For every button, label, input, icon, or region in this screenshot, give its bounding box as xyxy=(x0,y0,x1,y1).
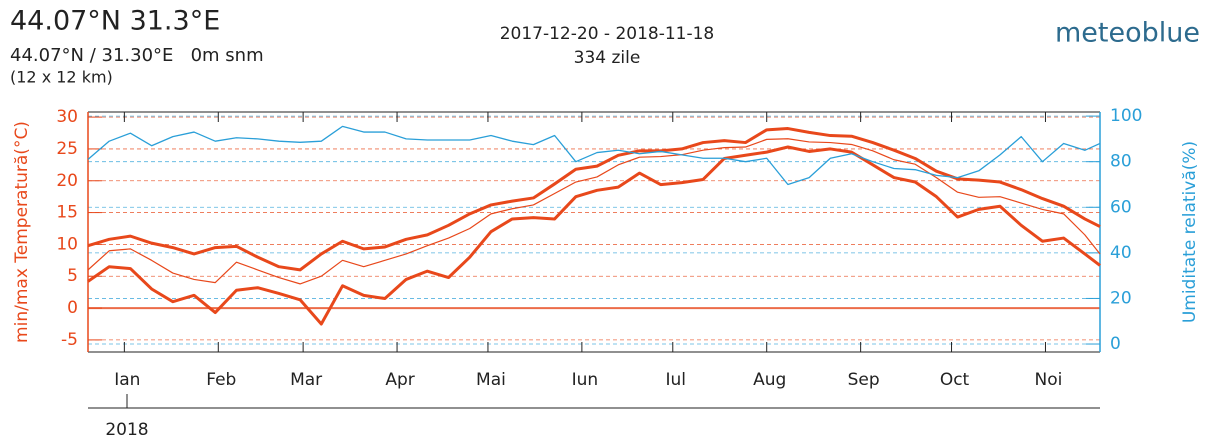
y-tick-label: 10 xyxy=(56,234,78,254)
x-tick-label: Iul xyxy=(666,370,687,390)
y-tick-label: 0 xyxy=(67,298,78,318)
chart-title: 44.07°N 31.3°E xyxy=(10,6,220,37)
y2-tick-label: 20 xyxy=(1110,288,1132,308)
x-tick-label: Feb xyxy=(206,370,236,390)
y-axis-label: min/max Temperatură(°C) xyxy=(12,121,32,343)
series-line xyxy=(87,138,1101,285)
y-tick-label: 30 xyxy=(56,107,78,127)
series-line xyxy=(87,145,1101,326)
y2-tick-label: 100 xyxy=(1110,106,1142,126)
subtitle: 44.07°N / 31.30°E 0m snm xyxy=(10,45,264,66)
x-tick-label: Sep xyxy=(848,370,880,390)
x-tick-label: Apr xyxy=(385,370,414,390)
y2-tick-label: 80 xyxy=(1110,152,1132,172)
date-range: 2017-12-20 - 2018-11-18 xyxy=(500,24,715,44)
y-tick-label: 25 xyxy=(56,139,78,159)
y2-tick-label: 0 xyxy=(1110,334,1121,354)
x-tick-label: Mar xyxy=(290,370,322,390)
series-line xyxy=(87,125,1101,186)
y-tick-label: 15 xyxy=(56,203,78,223)
x-tick-label: Mai xyxy=(476,370,506,390)
y2-axis-label: Umiditate relativă(%) xyxy=(1180,141,1200,323)
x-tick-label: Ian xyxy=(114,370,140,390)
y-tick-label: -5 xyxy=(61,330,78,350)
y2-tick-label: 60 xyxy=(1110,197,1132,217)
x-tick-label: Oct xyxy=(940,370,970,390)
y2-tick-label: 40 xyxy=(1110,243,1132,263)
x-tick-label: Aug xyxy=(753,370,786,390)
x-tick-label: Iun xyxy=(572,370,599,390)
year-label: 2018 xyxy=(105,420,148,437)
days: 334 zile xyxy=(574,48,641,68)
resolution: (12 x 12 km) xyxy=(10,68,113,87)
brand: meteoblue xyxy=(1055,18,1200,49)
y-tick-label: 20 xyxy=(56,171,78,191)
series-line xyxy=(87,127,1101,272)
x-tick-label: Noi xyxy=(1035,370,1063,390)
y-tick-label: 5 xyxy=(67,266,78,286)
